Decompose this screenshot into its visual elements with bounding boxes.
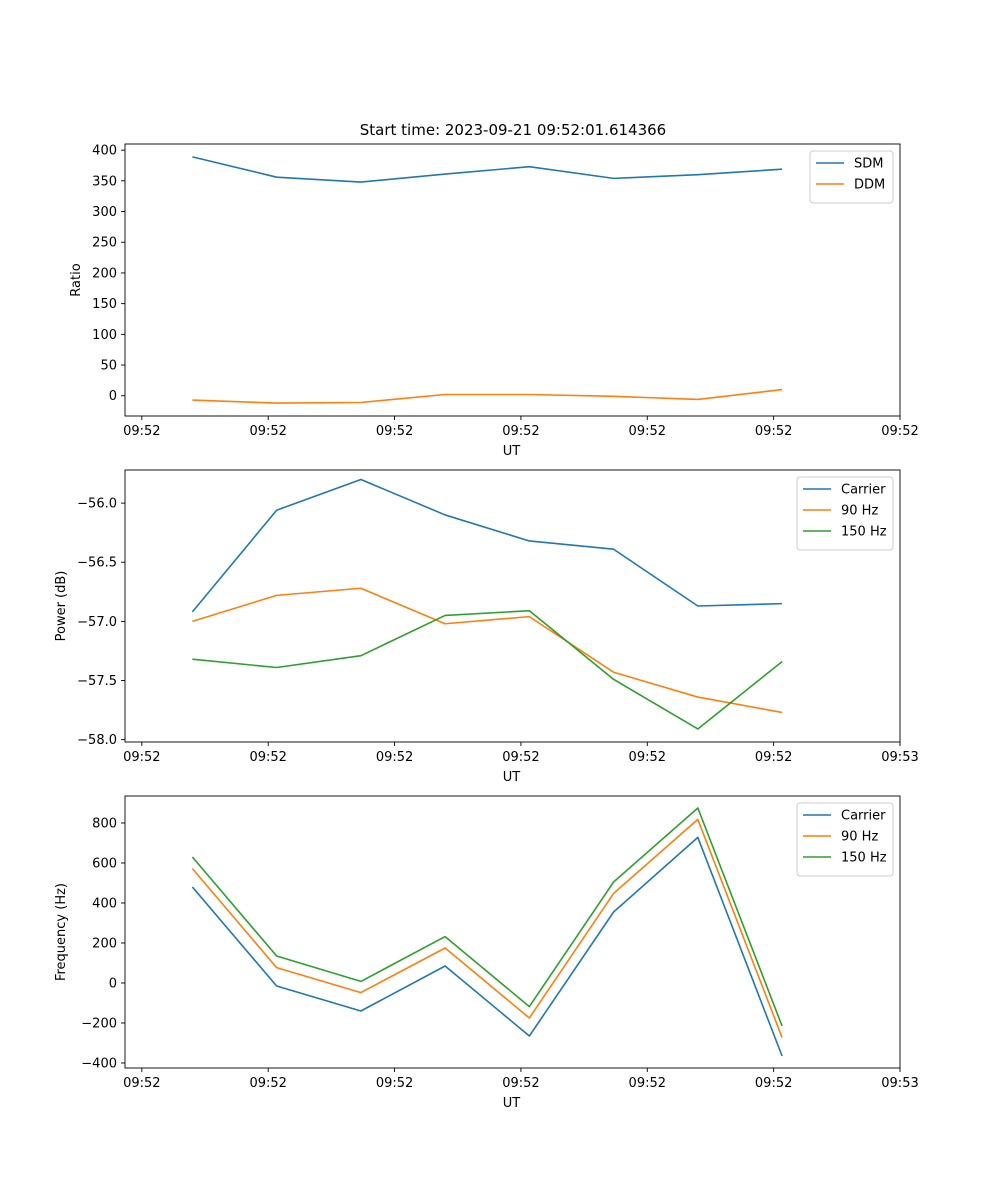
ratio-x-tick-label: 09:52: [502, 424, 539, 439]
frequency-x-tick-label: 09:52: [502, 1076, 539, 1091]
power-legend-label-90-hz: 90 Hz: [841, 504, 878, 519]
frequency-series-90-hz-line: [191, 818, 783, 1038]
ratio-x-tick-label: 09:52: [249, 424, 286, 439]
power-x-axis-label: UT: [503, 770, 521, 785]
frequency-x-tick-label: 09:52: [755, 1076, 792, 1091]
power-x-tick-label: 09:52: [249, 750, 286, 765]
frequency-series-150-hz-line: [191, 807, 783, 1027]
power-y-tick-label: −56.0: [77, 497, 117, 512]
figure-title: Start time: 2023-09-21 09:52:01.614366: [360, 121, 666, 139]
ratio-series-sdm-line: [192, 156, 783, 183]
power-y-tick-label: −57.0: [77, 615, 117, 630]
frequency-x-tick-label: 09:52: [629, 1076, 666, 1091]
frequency-x-tick-label: 09:53: [881, 1076, 918, 1091]
ratio-x-tick-label: 09:52: [376, 424, 413, 439]
ratio-x-axis-label: UT: [503, 444, 521, 459]
ratio-x-tick-label: 09:52: [123, 424, 160, 439]
frequency-panel: 09:52 09:52 09:52 09:52 09:52 09:52 09:53 −400 −…: [54, 795, 919, 1111]
ratio-y-tick-label: 100: [92, 328, 117, 343]
frequency-y-tick-label: 600: [92, 857, 117, 872]
ratio-legend-label-ddm: DDM: [854, 178, 885, 193]
frequency-legend-label-150-hz: 150 Hz: [841, 851, 887, 866]
power-y-tick-label: −58.0: [77, 733, 117, 748]
power-series-90-hz-line: [192, 587, 783, 714]
ratio-y-tick-label: 150: [92, 297, 117, 312]
power-series-carrier-line: [191, 478, 783, 613]
frequency-y-tick-label: 800: [92, 817, 117, 832]
ratio-panel: 09:52 09:52 09:52 09:52 09:52 09:52 09:52 0 50 10…: [69, 143, 919, 459]
frequency-y-axis-label: Frequency (Hz): [54, 883, 69, 981]
power-panel: 09:52 09:52 09:52 09:52 09:52 09:52 09:53 −58.0…: [54, 469, 919, 785]
ratio-y-tick-label: 300: [92, 205, 117, 220]
frequency-y-tick-label: 400: [92, 897, 117, 912]
ratio-x-tick-label: 09:52: [755, 424, 792, 439]
power-legend-label-150-hz: 150 Hz: [841, 525, 887, 540]
ratio-axes-frame: [124, 143, 901, 417]
ratio-legend-label-sdm: SDM: [854, 157, 883, 172]
ratio-y-tick-label: 250: [92, 236, 117, 251]
power-y-axis-label: Power (dB): [54, 571, 69, 642]
power-x-tick-label: 09:52: [376, 750, 413, 765]
power-legend-label-carrier: Carrier: [841, 483, 886, 498]
power-x-tick-label: 09:52: [123, 750, 160, 765]
frequency-x-tick-label: 09:52: [249, 1076, 286, 1091]
frequency-legend-label-carrier: Carrier: [841, 809, 886, 824]
ratio-x-tick-label: 09:52: [881, 424, 918, 439]
ratio-y-axis-label: Ratio: [69, 263, 84, 296]
frequency-y-tick-label: 0: [109, 977, 117, 992]
power-x-tick-label: 09:52: [755, 750, 792, 765]
ratio-y-tick-label: 200: [92, 266, 117, 281]
frequency-x-axis-label: UT: [503, 1096, 521, 1111]
power-y-tick-label: −56.5: [77, 556, 117, 571]
frequency-x-tick-label: 09:52: [123, 1076, 160, 1091]
ratio-y-tick-label: 0: [109, 389, 117, 404]
power-series-150-hz-line: [192, 609, 783, 730]
frequency-y-tick-label: −400: [81, 1057, 117, 1072]
ratio-x-tick-label: 09:52: [629, 424, 666, 439]
frequency-x-tick-label: 09:52: [376, 1076, 413, 1091]
ratio-y-tick-label: 50: [100, 359, 117, 374]
power-x-tick-label: 09:53: [881, 750, 918, 765]
frequency-series-carrier-line: [191, 836, 783, 1057]
frequency-y-tick-label: 200: [92, 937, 117, 952]
ratio-y-tick-label: 350: [92, 174, 117, 189]
power-x-tick-label: 09:52: [629, 750, 666, 765]
power-y-tick-label: −57.5: [77, 674, 117, 689]
frequency-axes-frame: [124, 795, 901, 1069]
ratio-legend: [809, 150, 894, 204]
frequency-y-tick-label: −200: [81, 1017, 117, 1032]
ratio-series-ddm-line: [192, 388, 783, 404]
frequency-legend-label-90-hz: 90 Hz: [841, 830, 878, 845]
power-axes-frame: [124, 469, 901, 743]
ratio-y-tick-label: 400: [92, 144, 117, 159]
power-x-tick-label: 09:52: [502, 750, 539, 765]
